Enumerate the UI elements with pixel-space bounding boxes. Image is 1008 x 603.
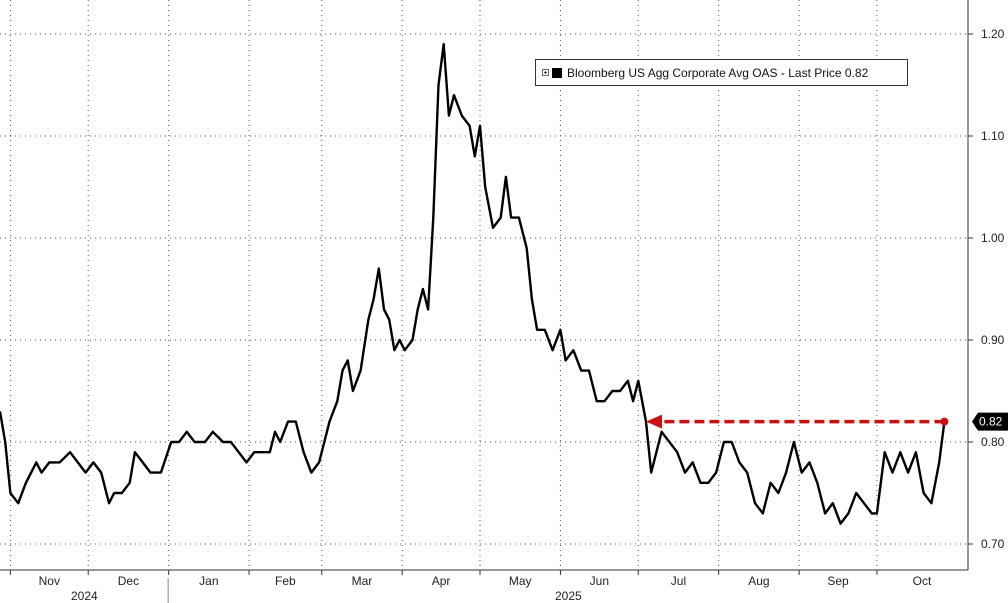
x-tick-label: Jul (671, 574, 686, 588)
gridlines (0, 0, 968, 570)
last-price-label: 0.82 (979, 415, 1003, 429)
x-tick-label: Oct (913, 574, 932, 588)
last-price-marker: 0.82 (972, 412, 1008, 431)
y-tick-label: 0.90 (981, 333, 1005, 347)
x-tick-label: Mar (352, 574, 373, 588)
expand-toggle-icon[interactable] (542, 69, 549, 76)
annotation-layer: 0.82 (646, 412, 1008, 431)
year-label: 2024 (71, 589, 98, 603)
x-tick-label: Feb (275, 574, 296, 588)
reference-arrow-dot (940, 417, 949, 426)
series-swatch-icon (552, 67, 562, 78)
legend-label: Bloomberg US Agg Corporate Avg OAS - Las… (567, 65, 869, 80)
y-tick-label: 0.80 (981, 435, 1005, 449)
y-axis: 0.70 0.80 0.90 1.00 1.10 1.20 (967, 0, 1005, 570)
year-label: 2025 (555, 589, 582, 603)
x-tick-label: Sep (827, 574, 849, 588)
x-tick-label: May (509, 574, 532, 588)
x-tick-label: Dec (118, 574, 139, 588)
x-axis: Nov Dec Jan Feb Mar Apr May Jun Jul Aug Sep Oct 2024… (0, 569, 968, 603)
x-tick-label: Apr (432, 574, 451, 588)
y-tick-label: 1.20 (981, 27, 1005, 41)
x-tick-label: Aug (748, 574, 769, 588)
y-tick-label: 1.00 (981, 231, 1005, 245)
x-tick-label: Jun (590, 574, 609, 588)
series-line (0, 43, 946, 525)
x-tick-label: Nov (39, 574, 60, 588)
last-price-badge (972, 412, 1008, 431)
reference-arrow-head (646, 414, 663, 429)
series-layer (0, 43, 946, 525)
x-tick-label: Jan (199, 574, 218, 588)
y-tick-label: 0.70 (981, 537, 1005, 551)
legend: Bloomberg US Agg Corporate Avg OAS - Las… (535, 59, 908, 86)
y-tick-label: 1.10 (981, 129, 1005, 143)
